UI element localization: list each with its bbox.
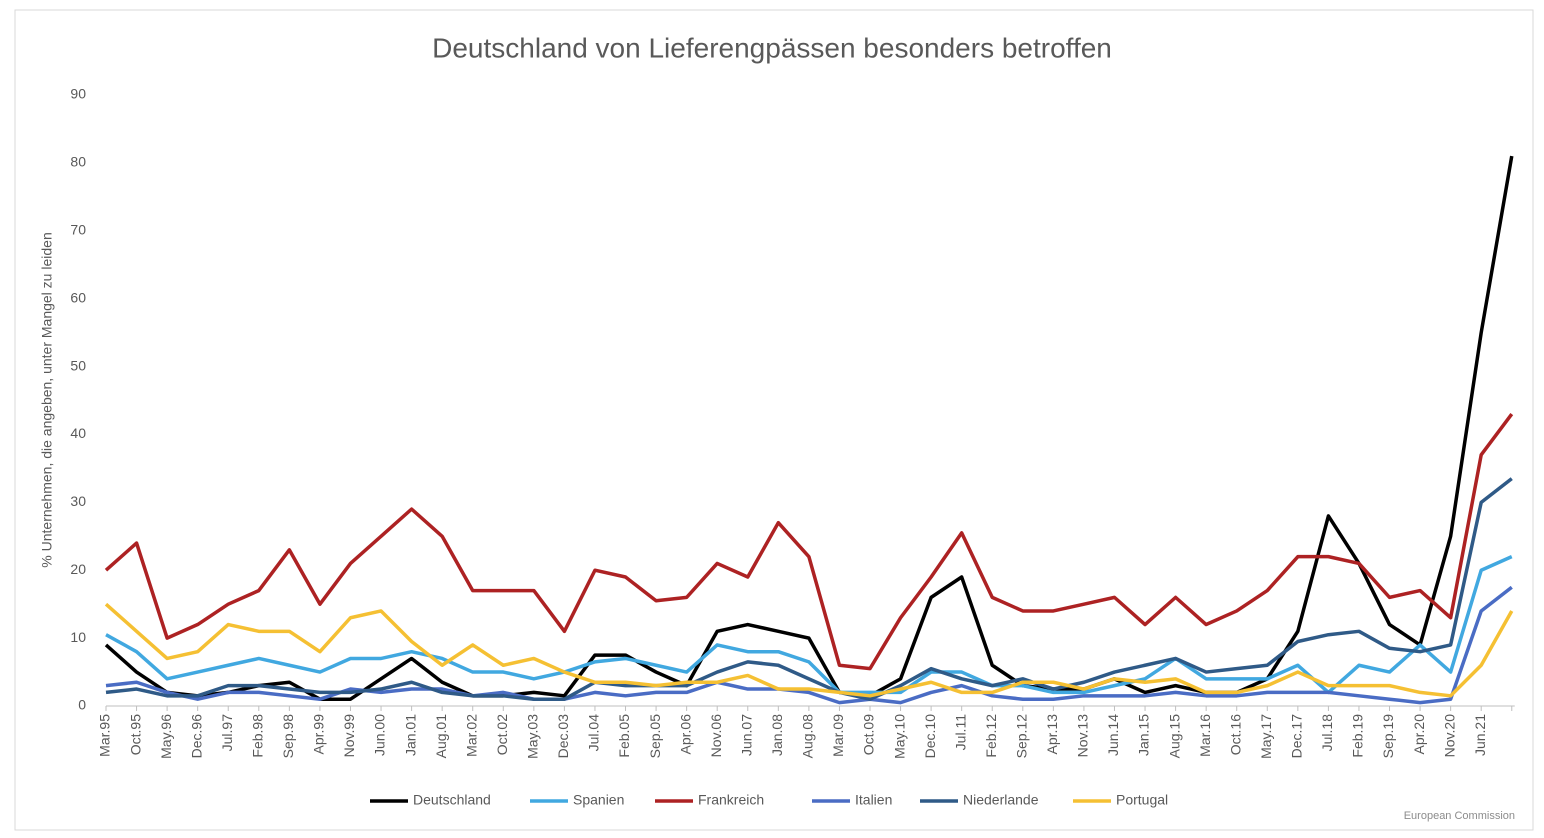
x-tick-label: Dec.03 (555, 714, 571, 759)
x-tick-label: Aug.01 (433, 714, 449, 759)
y-axis-label: % Unternehmen, die angeben, unter Mangel… (39, 232, 55, 567)
legend-label: Frankreich (698, 792, 764, 808)
y-tick-label: 30 (70, 493, 86, 509)
legend-label: Italien (855, 792, 892, 808)
x-tick-label: Jun.00 (372, 714, 388, 756)
x-tick-label: Oct.02 (494, 714, 510, 755)
x-tick-label: Mar.02 (463, 714, 479, 757)
x-tick-label: Nov.20 (1441, 714, 1457, 758)
y-tick-label: 60 (70, 289, 86, 305)
series-line (104, 155, 1514, 701)
x-tick-label: Jan.08 (769, 714, 785, 756)
x-tick-label: Oct.09 (861, 714, 877, 755)
x-tick-label: Aug.08 (800, 714, 816, 759)
series-line (104, 602, 1514, 698)
legend-label: Spanien (573, 792, 624, 808)
x-tick-label: Jun.07 (738, 714, 754, 756)
x-tick-label: Mar.16 (1197, 714, 1213, 757)
legend-label: Deutschland (413, 792, 491, 808)
y-tick-label: 50 (70, 357, 86, 373)
series-line (104, 413, 1514, 671)
legend-label: Niederlande (963, 792, 1039, 808)
x-tick-label: May.96 (158, 714, 174, 759)
x-tick-label: Dec.17 (1289, 714, 1305, 759)
x-tick-label: Jul.04 (586, 714, 602, 752)
x-tick-label: Sep.98 (280, 714, 296, 759)
chart-frame (14, 9, 1534, 831)
x-tick-label: Jul.18 (1319, 714, 1335, 752)
y-tick-label: 10 (70, 629, 86, 645)
x-tick-label: Apr.13 (1044, 714, 1060, 755)
series-line (105, 555, 1513, 695)
x-tick-label: Sep.12 (1014, 714, 1030, 759)
x-tick-label: Dec.10 (922, 714, 938, 759)
x-tick-label: Mar.95 (97, 714, 113, 757)
legend-label: Portugal (1116, 792, 1168, 808)
x-tick-label: Jun.21 (1472, 714, 1488, 756)
x-tick-label: Feb.05 (616, 714, 632, 758)
chart-title: Deutschland von Lieferengpässen besonder… (432, 32, 1112, 63)
x-tick-label: Feb.98 (250, 714, 266, 758)
y-tick-label: 70 (70, 221, 86, 237)
x-tick-label: Jul.11 (952, 714, 968, 751)
x-tick-label: Apr.20 (1411, 714, 1427, 755)
x-tick-label: Oct.16 (1227, 714, 1243, 755)
y-tick-label: 40 (70, 425, 86, 441)
x-tick-label: Jun.14 (1105, 714, 1121, 756)
x-tick-label: Oct.95 (127, 714, 143, 755)
x-tick-label: Nov.06 (708, 714, 724, 758)
x-tick-label: Apr.99 (311, 714, 327, 755)
x-tick-label: Dec.96 (188, 714, 204, 759)
x-tick-label: May.17 (1258, 714, 1274, 759)
x-tick-label: Apr.06 (677, 714, 693, 755)
x-tick-label: Jan.15 (1136, 714, 1152, 756)
x-tick-label: May.03 (525, 714, 541, 759)
y-tick-label: 20 (70, 561, 86, 577)
x-tick-label: Aug.15 (1166, 714, 1182, 759)
x-tick-label: Nov.99 (341, 714, 357, 758)
y-tick-label: 80 (70, 154, 86, 170)
x-tick-label: Feb.12 (983, 714, 999, 758)
x-tick-label: Sep.05 (647, 714, 663, 759)
x-tick-label: Mar.09 (830, 714, 846, 757)
x-tick-label: Jul.97 (219, 714, 235, 752)
x-tick-label: Sep.19 (1380, 714, 1396, 759)
x-tick-label: May.10 (891, 714, 907, 759)
y-tick-label: 0 (78, 697, 86, 713)
series-line (105, 477, 1513, 701)
source: European Commission (1404, 810, 1515, 822)
x-tick-label: Jan.01 (402, 714, 418, 756)
x-tick-label: Feb.19 (1350, 714, 1366, 758)
y-tick-label: 90 (70, 86, 86, 102)
x-tick-label: Nov.13 (1075, 714, 1091, 758)
